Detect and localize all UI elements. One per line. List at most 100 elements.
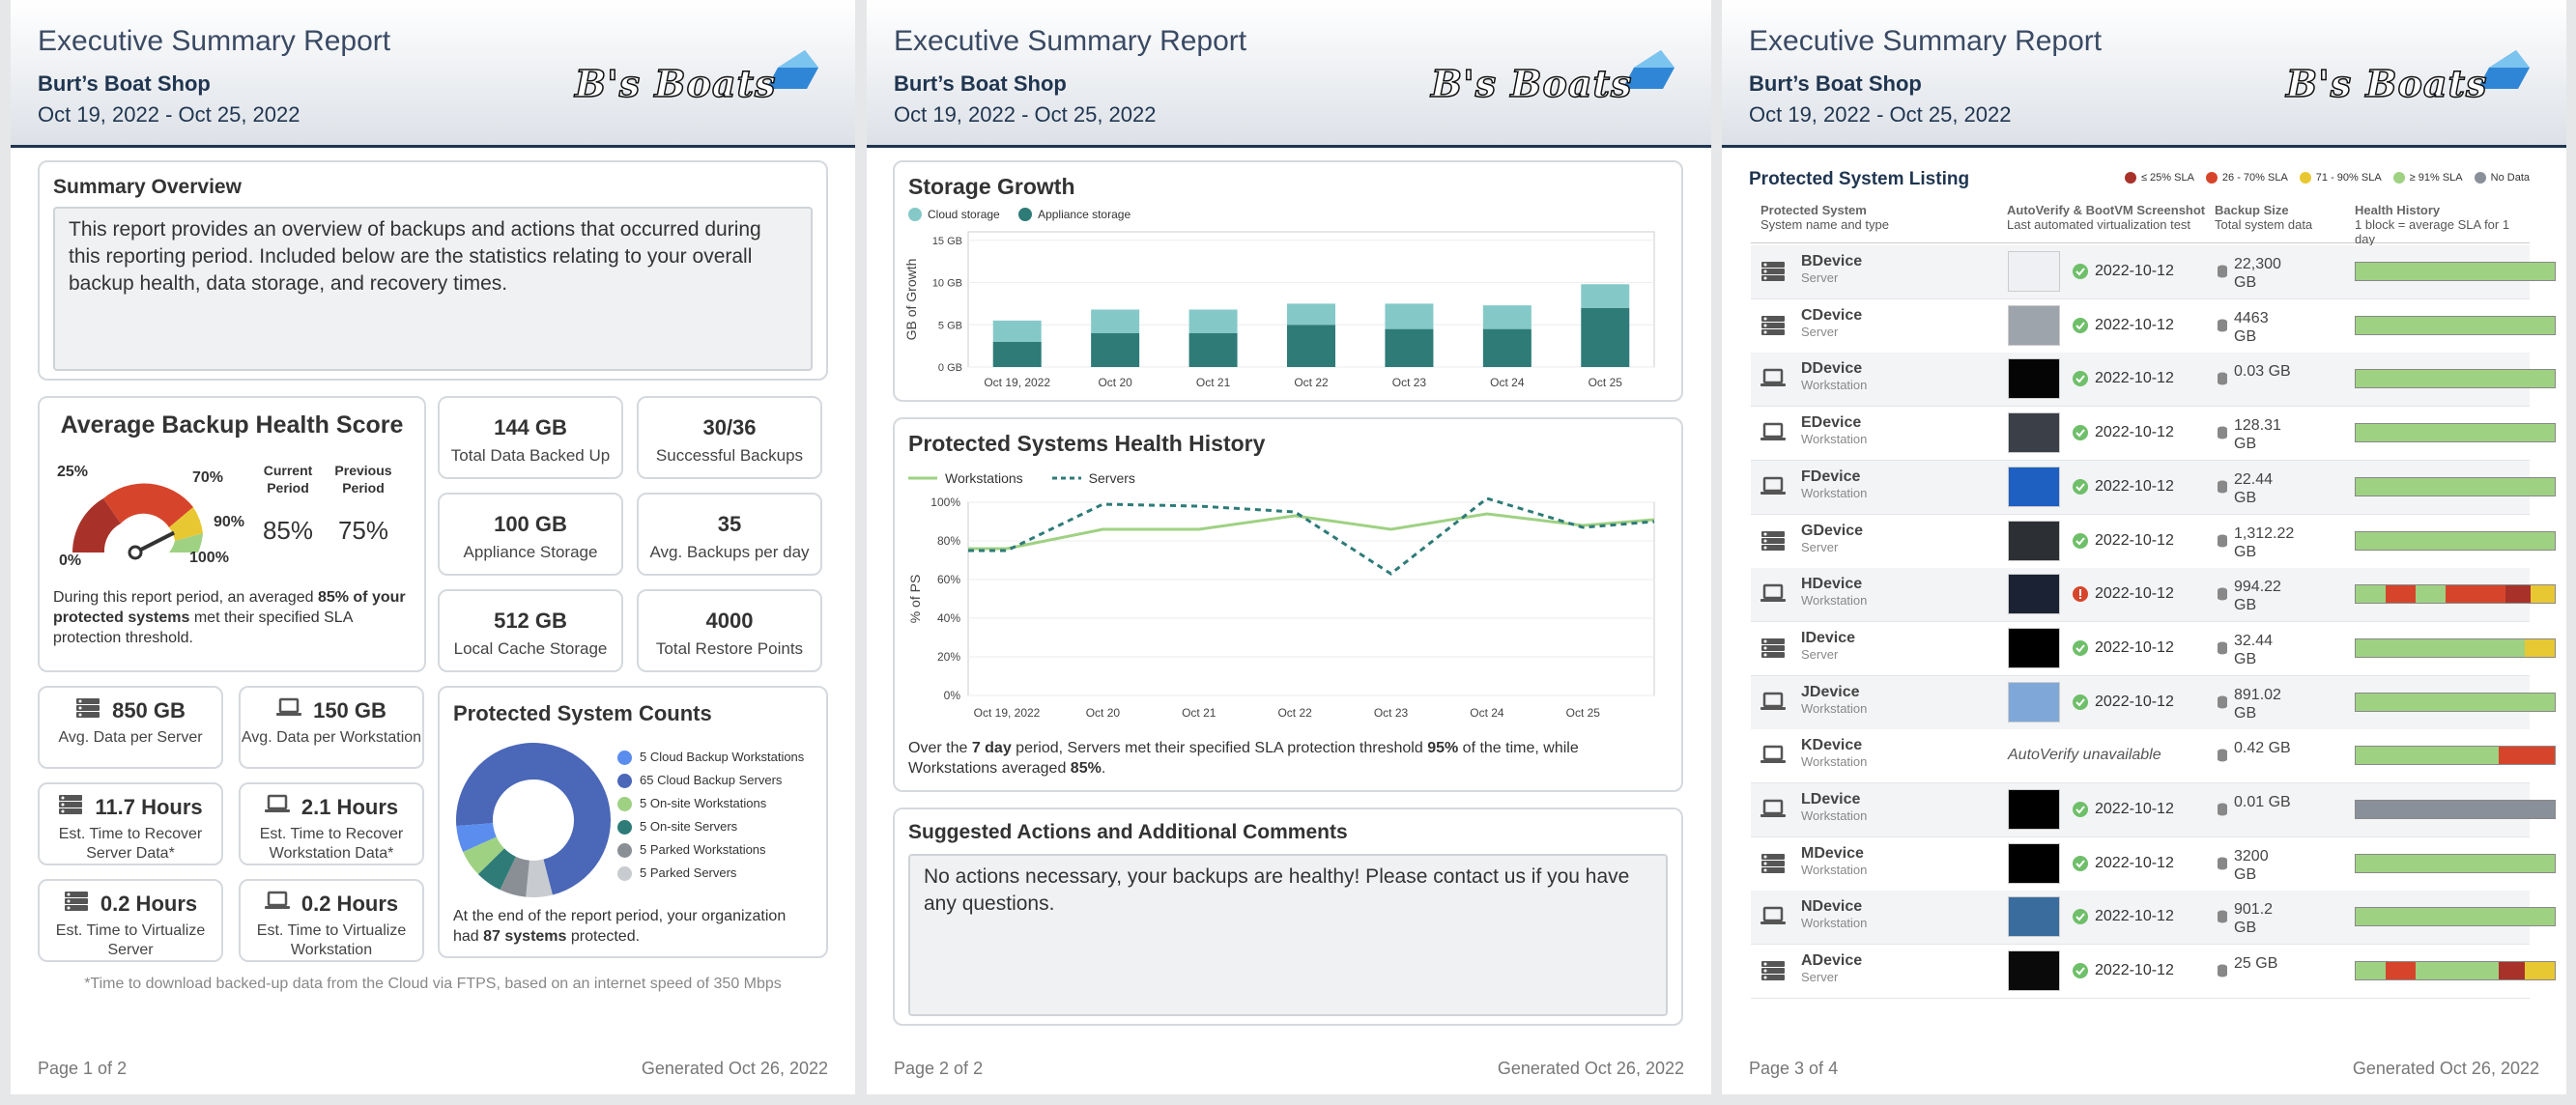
autoverify-screenshot[interactable] (2008, 950, 2060, 992)
check-icon (2072, 855, 2089, 877)
autoverify-date: 2022-10-12 (2095, 263, 2174, 279)
generated-date: Generated Oct 26, 2022 (641, 1059, 828, 1078)
table-row[interactable]: JDevice Workstation 2022-10-12 891.02 GB (1751, 675, 2556, 730)
table-row[interactable]: LDevice Workstation 2022-10-12 0.01 GB (1751, 783, 2556, 837)
gauge-label-90: 90% (214, 514, 245, 530)
autoverify-screenshot[interactable] (2008, 627, 2060, 668)
y-tick-label: 5 GB (938, 320, 962, 331)
table-row[interactable]: FDevice Workstation 2022-10-12 22.44 GB (1751, 460, 2556, 515)
health-history-bar (2355, 638, 2556, 658)
table-row[interactable]: IDevice Server 2022-10-12 32.44 GB (1751, 621, 2556, 676)
autoverify-screenshot[interactable] (2008, 842, 2060, 884)
bar-appliance (992, 341, 1042, 367)
autoverify-screenshot[interactable] (2008, 251, 2060, 292)
system-counts-title: Protected System Counts (453, 701, 712, 725)
gauge-label-0: 0% (59, 552, 82, 569)
server-icon (1760, 530, 1786, 556)
stat-label: Total Restore Points (655, 639, 804, 658)
logo-text: B's Boats (2285, 61, 2488, 106)
autoverify-screenshot[interactable] (2008, 304, 2060, 346)
legend-swatch (2124, 172, 2136, 184)
table-row[interactable]: KDevice Workstation AutoVerify unavailabl… (1751, 729, 2556, 784)
table-row[interactable]: DDevice Workstation 2022-10-12 0.03 GB (1751, 353, 2556, 408)
sla-legend-item: ≤ 25% SLA (2124, 172, 2194, 184)
autoverify-date: 2022-10-12 (2095, 638, 2174, 656)
stat-card: 144 GB Total Data Backed Up (438, 396, 623, 479)
system-name: KDevice (1801, 737, 1863, 754)
bar-appliance (1091, 333, 1140, 367)
health-block (2385, 962, 2416, 980)
system-type: Server (1801, 646, 1839, 662)
legend-swatch (617, 842, 632, 858)
stat-card: 4000 Total Restore Points (637, 589, 822, 672)
autoverify-date: 2022-10-12 (2095, 693, 2174, 710)
error-icon (2072, 585, 2089, 608)
database-icon (2217, 480, 2228, 498)
health-block (2356, 854, 2555, 872)
health-block (2356, 747, 2500, 765)
metric-label: Est. Time to Recover Server Data* (58, 826, 203, 862)
series-line-servers (968, 496, 1655, 576)
report-page-3: Executive Summary Report Burt’s Boat Sho… (1722, 0, 2566, 1094)
system-name: DDevice (1801, 360, 1863, 378)
stat-label: Local Cache Storage (453, 639, 608, 658)
table-row[interactable]: CDevice Server 2022-10-12 4463 GB (1751, 298, 2556, 354)
autoverify-screenshot[interactable] (2008, 520, 2060, 561)
bar-cloud (992, 320, 1042, 342)
report-title: Executive Summary Report (38, 25, 391, 57)
suggested-actions-title: Suggested Actions and Additional Comment… (908, 821, 1348, 843)
storage-growth-chart: 0 GB 5 GB 10 GB 15 GB GB of Growth Oct 19, 20… (903, 231, 1655, 389)
donut-slice (477, 848, 516, 891)
system-name: MDevice (1801, 844, 1864, 862)
metric-label: Avg. Data per Workstation (241, 729, 422, 746)
metric-value: 0.2 Hours (301, 892, 399, 916)
legend-servers: Servers (1051, 470, 1135, 486)
system-name-cell: GDevice Server (1801, 523, 1863, 554)
system-type: Server (1801, 324, 1839, 339)
health-block (2499, 747, 2555, 765)
autoverify-screenshot[interactable] (2008, 412, 2060, 454)
system-name-cell: JDevice Workstation (1801, 684, 1867, 716)
y-axis-label: % of PS (907, 575, 923, 624)
system-type: Workstation (1801, 700, 1868, 716)
database-icon (2217, 857, 2228, 875)
table-row[interactable]: HDevice Workstation 2022-10-12 994.22 GB (1751, 568, 2556, 623)
page-header: Executive Summary Report Burt’s Boat Sho… (867, 0, 1711, 148)
sla-legend: ≤ 25% SLA 26 - 70% SLA 71 - 90% SLA ≥ 91% S… (2124, 172, 2530, 184)
table-row[interactable]: ADevice Server 2022-10-12 25 GB (1751, 945, 2556, 1000)
x-tick-label: Oct 22 (1277, 706, 1312, 720)
table-row[interactable]: NDevice Workstation 2022-10-12 901.2 GB (1751, 891, 2556, 946)
autoverify-screenshot[interactable] (2008, 896, 2060, 938)
system-type: Workstation (1801, 378, 1868, 393)
autoverify-screenshot[interactable] (2008, 466, 2060, 507)
laptop-icon (264, 794, 290, 821)
report-page-2: Executive Summary Report Burt’s Boat Sho… (867, 0, 1711, 1094)
system-name: FDevice (1801, 468, 1861, 485)
health-block (2356, 585, 2386, 604)
autoverify-screenshot[interactable] (2008, 358, 2060, 400)
listing-title: Protected System Listing (1749, 169, 1970, 189)
system-counts-donut (456, 743, 611, 897)
legend-workstations: Workstations (908, 470, 1023, 486)
system-name-cell: BDevice Server (1801, 253, 1862, 285)
autoverify-screenshot[interactable] (2008, 681, 2060, 722)
system-name-cell: IDevice Server (1801, 630, 1855, 662)
database-icon (2217, 695, 2228, 714)
system-type: Workstation (1801, 432, 1868, 447)
metric-label: Est. Time to Virtualize Server (55, 922, 206, 958)
table-row[interactable]: EDevice Workstation 2022-10-12 128.31 GB (1751, 407, 2556, 462)
table-row[interactable]: MDevice Workstation 2022-10-12 3200 GB (1751, 836, 2556, 892)
legend-cloud: Cloud storage (908, 208, 1000, 221)
company-name: Burt’s Boat Shop (38, 71, 211, 96)
table-row[interactable]: GDevice Server 2022-10-12 1,312.22 GB (1751, 514, 2556, 569)
health-history-legend: Workstations Servers (908, 470, 1668, 486)
metric-card: 0.2 Hours Est. Time to Virtualize Server (38, 879, 223, 962)
database-icon (2217, 587, 2228, 606)
table-row[interactable]: BDevice Server 2022-10-12 22,300 GB (1751, 245, 2556, 299)
autoverify-screenshot[interactable] (2008, 789, 2060, 830)
autoverify-screenshot[interactable] (2008, 574, 2060, 615)
legend-swatch (617, 819, 632, 835)
legend-item: 65 Cloud Backup Servers (617, 769, 804, 792)
col-system: Protected System System name and type (1760, 203, 1889, 232)
report-page-1: Executive Summary Report Burt’s Boat Sho… (11, 0, 855, 1094)
